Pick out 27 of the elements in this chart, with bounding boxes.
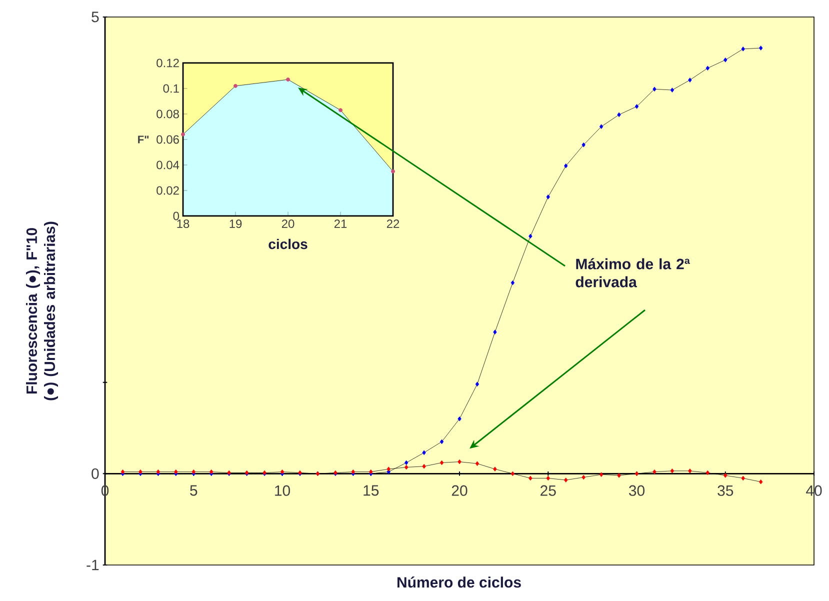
x-tick-label: 15 <box>364 485 379 496</box>
x-tick-label: 18 <box>177 220 190 228</box>
x-tick-label: 22 <box>386 220 400 228</box>
y-axis-title: F" <box>138 136 149 144</box>
y-tick-label: 0 <box>173 212 180 220</box>
y-tick-label: 0.02 <box>156 186 179 195</box>
x-tick-label: 19 <box>230 220 242 228</box>
x-axis-title: Número de ciclos <box>397 576 521 588</box>
x-tick-label: 20 <box>282 220 294 228</box>
x-tick-label: 35 <box>718 485 734 496</box>
y-tick-label: 5 <box>92 12 99 22</box>
y-tick-label: 0.1 <box>163 84 179 93</box>
x-tick-label: 5 <box>190 485 198 496</box>
y-tick-label: 0.08 <box>156 110 179 118</box>
y-tick-label: 0.04 <box>156 160 180 170</box>
x-tick-label: 30 <box>628 485 645 496</box>
x-tick-label: 21 <box>334 220 347 228</box>
annotation: Máximo de la 2ª derivada <box>576 258 690 288</box>
x-tick-label: 10 <box>275 485 290 496</box>
y-axis-title: Fluorescencia (●), F"10 (●) (Unidades arbitrarias) <box>26 222 58 400</box>
x-tick-label: 25 <box>540 485 556 496</box>
y-tick-label: 0.12 <box>156 58 179 68</box>
x-tick-label: 20 <box>452 485 468 496</box>
y-tick-label: -1 <box>86 560 99 570</box>
y-tick-label: 0.06 <box>156 135 179 144</box>
y-tick-label: 0 <box>92 468 99 479</box>
x-axis-title: ciclos <box>268 238 308 250</box>
